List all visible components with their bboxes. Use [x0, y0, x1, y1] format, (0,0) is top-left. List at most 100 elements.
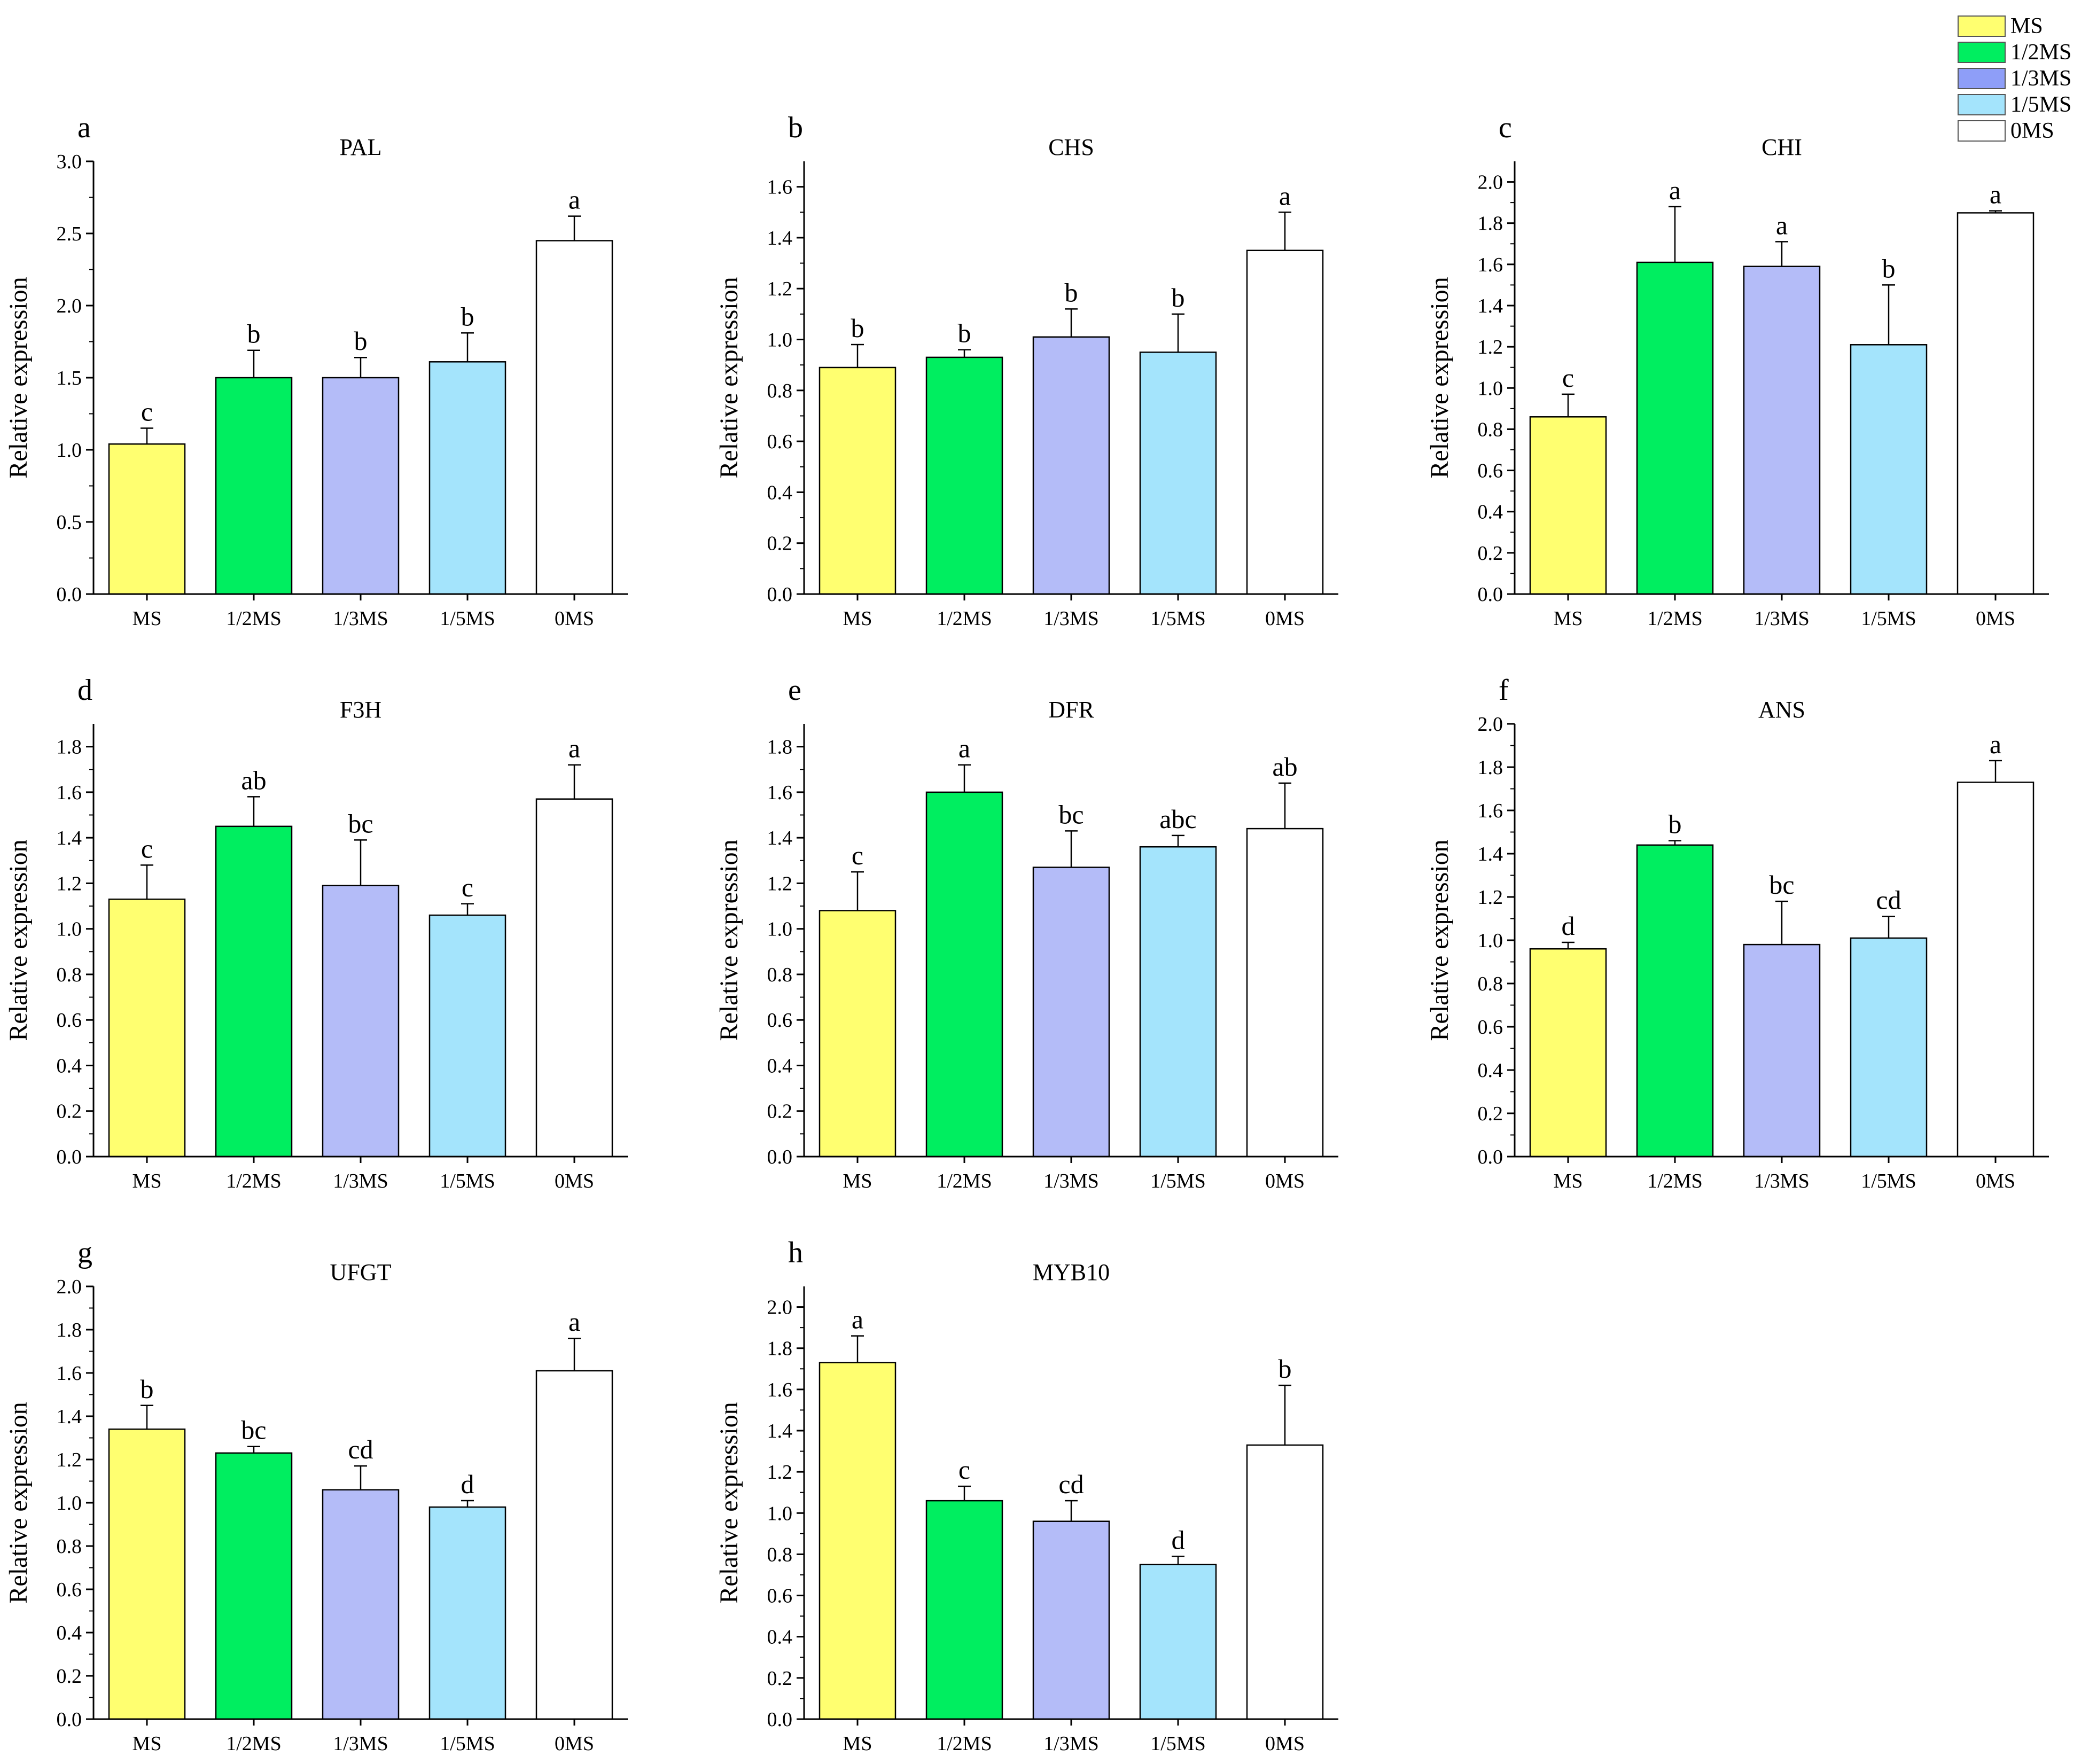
x-category-label: 1/3MS — [1754, 607, 1809, 630]
panel-letter: c — [1499, 111, 1512, 144]
legend-swatch — [1958, 15, 2006, 37]
y-tick-label: 1.2 — [767, 872, 793, 895]
bar — [108, 1429, 186, 1720]
y-tick-label: 0.8 — [1478, 418, 1503, 441]
significance-label: bc — [348, 808, 373, 838]
bar — [322, 885, 400, 1158]
significance-label: a — [568, 185, 580, 215]
y-tick-label: 1.8 — [767, 736, 793, 759]
y-tick-label: 0.6 — [1478, 1016, 1503, 1039]
y-tick-label: 1.8 — [57, 736, 82, 759]
chart-panel-c: c CHI Relative expression 0.0 0.2 0.4 0.6 0.8 1.… — [1425, 111, 2049, 630]
y-tick-label: 2.0 — [1478, 171, 1503, 194]
x-category-label: 0MS — [555, 607, 594, 630]
significance-label: a — [568, 1307, 580, 1337]
y-tick-label: 1.5 — [57, 367, 82, 389]
y-axis-title: Relative expression — [715, 839, 743, 1041]
bar — [1850, 937, 1928, 1158]
bar — [215, 825, 293, 1158]
y-axis-title: Relative expression — [715, 1402, 743, 1603]
x-category-label: 1/2MS — [226, 1170, 281, 1192]
bar — [428, 361, 506, 595]
significance-label: cd — [348, 1434, 373, 1464]
y-tick-label: 1.4 — [57, 1406, 82, 1428]
x-category-label: 0MS — [1265, 1170, 1305, 1192]
x-category-label: 1/3MS — [1754, 1170, 1809, 1192]
bar — [819, 910, 897, 1158]
x-category-label: 1/3MS — [1043, 1170, 1098, 1192]
bar — [1957, 782, 2035, 1158]
y-tick-label: 1.0 — [767, 329, 793, 352]
significance-label: a — [1776, 210, 1788, 240]
bar — [1139, 352, 1217, 595]
bar — [322, 377, 400, 595]
panel-letter: f — [1499, 674, 1509, 707]
y-tick-label: 1.0 — [57, 1492, 82, 1515]
y-axis-title: Relative expression — [4, 1402, 33, 1603]
y-tick-label: 0.8 — [767, 964, 793, 986]
y-tick-label: 2.0 — [57, 295, 82, 317]
x-category-label: 1/2MS — [937, 1170, 992, 1192]
legend-swatch — [1958, 68, 2006, 89]
significance-label: b — [461, 301, 474, 331]
bar — [1246, 1444, 1324, 1720]
x-category-label: 1/5MS — [440, 607, 495, 630]
significance-label: c — [141, 397, 153, 427]
y-tick-label: 1.2 — [767, 278, 793, 300]
legend-label: 1/3MS — [2010, 66, 2071, 91]
significance-label: b — [141, 1374, 154, 1404]
y-tick-label: 1.2 — [1478, 336, 1503, 358]
panel-letter: d — [77, 674, 92, 707]
significance-label: d — [1562, 911, 1575, 941]
y-tick-label: 0.4 — [767, 481, 793, 504]
bar — [1743, 943, 1821, 1158]
significance-label: b — [1172, 283, 1185, 313]
y-axis-title: Relative expression — [4, 277, 33, 478]
x-category-label: 0MS — [1976, 1170, 2015, 1192]
y-tick-label: 0.0 — [57, 583, 82, 606]
y-tick-label: 1.0 — [1478, 377, 1503, 400]
x-category-label: 1/3MS — [1043, 1732, 1098, 1755]
significance-label: c — [462, 872, 473, 902]
chart-title: ANS — [1758, 697, 1805, 723]
panel-letter: b — [788, 111, 803, 144]
y-tick-label: 1.0 — [1478, 930, 1503, 952]
y-tick-label: 1.4 — [767, 1420, 793, 1442]
bar — [1032, 336, 1110, 595]
y-tick-label: 0.4 — [767, 1055, 793, 1077]
bar — [1032, 867, 1110, 1158]
bar — [1529, 948, 1607, 1158]
y-tick-label: 0.2 — [57, 1100, 82, 1123]
chart-title: CHI — [1761, 134, 1802, 160]
y-tick-label: 2.0 — [1478, 713, 1503, 736]
x-category-label: MS — [132, 1170, 162, 1192]
y-tick-label: 2.5 — [57, 223, 82, 245]
y-tick-label: 0.8 — [57, 964, 82, 986]
y-tick-label: 0.6 — [1478, 460, 1503, 482]
y-tick-label: 0.8 — [767, 1543, 793, 1566]
significance-label: c — [1562, 363, 1574, 393]
x-category-label: 0MS — [555, 1732, 594, 1755]
significance-label: abc — [1159, 804, 1196, 834]
significance-label: a — [568, 733, 580, 763]
significance-label: cd — [1058, 1469, 1084, 1499]
y-tick-label: 0.6 — [767, 1009, 793, 1032]
x-category-label: 1/5MS — [1150, 1170, 1205, 1192]
y-tick-label: 1.6 — [767, 1379, 793, 1401]
y-tick-label: 0.2 — [767, 533, 793, 555]
significance-label: c — [958, 1455, 970, 1485]
y-tick-label: 1.8 — [1478, 756, 1503, 779]
significance-label: b — [1279, 1354, 1292, 1384]
bar — [215, 377, 293, 595]
panel-letter: h — [788, 1236, 803, 1269]
bar — [1850, 344, 1928, 595]
bar — [108, 899, 186, 1158]
panel-letter: a — [77, 111, 91, 144]
significance-label: bc — [241, 1415, 266, 1445]
y-tick-label: 1.6 — [767, 176, 793, 199]
y-tick-label: 1.6 — [57, 1362, 82, 1385]
bar — [535, 798, 613, 1158]
significance-label: a — [1279, 181, 1291, 210]
bar — [819, 366, 897, 595]
